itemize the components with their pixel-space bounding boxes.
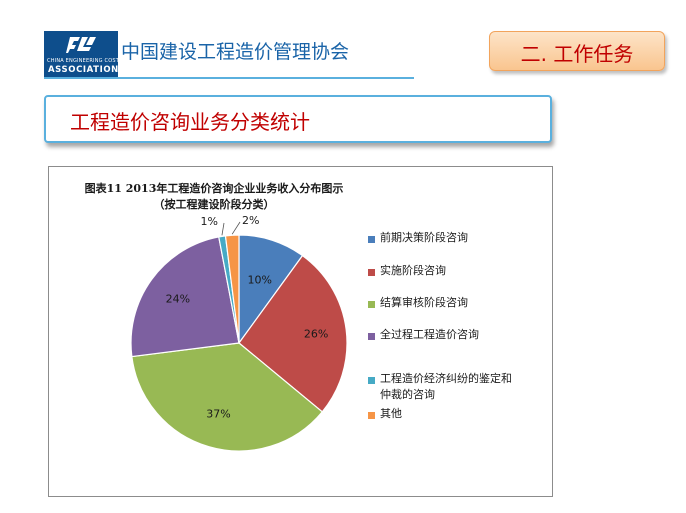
pie-chart-frame: 图表11 2013年工程造价咨询企业业务收入分布图示 （按工程建设阶段分类） 1…: [48, 166, 553, 497]
legend-swatch: [368, 412, 375, 419]
slice-data-label: 10%: [247, 273, 271, 286]
section-tab: 二. 工作任务: [489, 31, 665, 71]
leader-line: [221, 222, 225, 236]
pie-slice: [224, 234, 240, 344]
association-logo: CHINA ENGINEERING COST ASSOCIATION: [44, 31, 119, 77]
header-divider: [44, 77, 414, 79]
legend-swatch: [368, 333, 375, 340]
page-title: 工程造价咨询业务分类统计: [70, 110, 310, 134]
legend-label: 工程造价经济纠纷的鉴定和 仲裁的咨询: [380, 372, 512, 401]
logo-subtitle: CHINA ENGINEERING COST: [47, 58, 119, 64]
leader-line: [231, 221, 241, 235]
slice-data-label: 2%: [242, 214, 259, 227]
section-tab-label: 二. 工作任务: [520, 42, 634, 66]
legend-swatch: [368, 301, 375, 308]
legend-swatch: [368, 377, 375, 384]
page-title-bar: 工程造价咨询业务分类统计: [44, 95, 552, 143]
slice-data-label: 1%: [201, 215, 218, 228]
legend-label: 前期决策阶段咨询: [380, 231, 468, 244]
chart-title: 图表11 2013年工程造价咨询企业业务收入分布图示: [84, 182, 344, 195]
pie-slice: [131, 342, 324, 452]
slice-data-label: 26%: [304, 327, 328, 340]
logo-emblem-icon: [66, 37, 96, 53]
legend-label: 其他: [380, 407, 402, 420]
legend-label: 结算审核阶段咨询: [380, 296, 468, 309]
legend-label: 实施阶段咨询: [380, 264, 446, 277]
legend-swatch: [368, 236, 375, 243]
pie-slice: [130, 236, 240, 358]
chart-subtitle: （按工程建设阶段分类）: [153, 198, 275, 211]
pie-chart: 10% 26% 37% 24% 1% 2%: [130, 214, 348, 452]
slice-data-label: 37%: [206, 408, 230, 421]
slice-data-label: 24%: [166, 293, 190, 306]
organization-name: 中国建设工程造价管理协会: [121, 41, 350, 63]
pie-slice: [238, 254, 348, 413]
logo-wordmark: ASSOCIATION: [48, 65, 119, 75]
legend-swatch: [368, 269, 375, 276]
legend-label: 全过程工程造价咨询: [380, 328, 479, 341]
